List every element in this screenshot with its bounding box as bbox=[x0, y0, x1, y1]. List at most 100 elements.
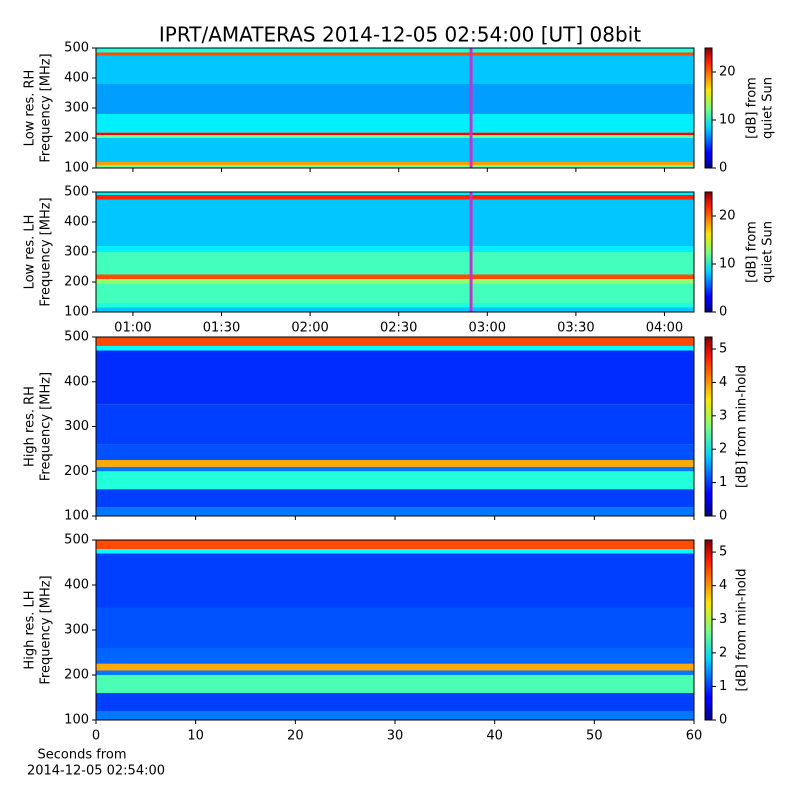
spectrum-band bbox=[96, 507, 694, 516]
spectrum-band bbox=[96, 404, 694, 445]
spectrum-band bbox=[96, 540, 694, 549]
y-axis-label: Low res. LH bbox=[23, 215, 38, 290]
spectrum-band bbox=[96, 138, 694, 162]
spectrum-band bbox=[96, 711, 694, 720]
y-axis-label: High res. RH bbox=[23, 386, 38, 467]
x-tick-label: 01:30 bbox=[203, 321, 240, 336]
y-tick-label: 300 bbox=[64, 623, 89, 638]
y-tick-label: 500 bbox=[64, 330, 89, 345]
spectrum-band bbox=[96, 663, 694, 671]
colorbar-label: [dB] from min-hold bbox=[735, 365, 750, 488]
y-tick-label: 200 bbox=[64, 464, 89, 479]
spectrum-band bbox=[96, 162, 694, 165]
colorbar-tick-label: 0 bbox=[719, 305, 727, 320]
spectrum-band bbox=[96, 489, 694, 508]
colorbar-label: quiet Sun bbox=[761, 221, 776, 283]
colorbar-label: [dB] from min-hold bbox=[735, 568, 750, 691]
y-tick-label: 500 bbox=[64, 185, 89, 200]
spectrum-band bbox=[96, 303, 694, 308]
spectrum-band bbox=[96, 307, 694, 312]
spectrum-band bbox=[96, 670, 694, 675]
x-tick-label: 03:30 bbox=[557, 321, 594, 336]
y-tick-label: 100 bbox=[64, 305, 89, 320]
colorbar bbox=[704, 191, 713, 313]
colorbar-tick-label: 5 bbox=[719, 342, 727, 357]
colorbar-tick-label: 4 bbox=[719, 375, 727, 390]
colorbar-tick-label: 3 bbox=[719, 408, 727, 423]
x-tick-label: 50 bbox=[586, 729, 603, 744]
spectrum-band bbox=[96, 132, 694, 135]
y-tick-label: 400 bbox=[64, 578, 89, 593]
spectrum-band bbox=[96, 283, 694, 303]
x-tick-label: 20 bbox=[287, 729, 304, 744]
spectrum-band bbox=[96, 165, 694, 168]
colorbar-tick-label: 1 bbox=[719, 475, 727, 490]
x-tick-label: 40 bbox=[486, 729, 503, 744]
y-tick-label: 400 bbox=[64, 374, 89, 389]
spectrum-band bbox=[96, 549, 694, 554]
colorbar-tick-label: 10 bbox=[719, 113, 736, 128]
colorbar-tick-label: 0 bbox=[719, 161, 727, 176]
x-tick-label: 0 bbox=[92, 729, 100, 744]
y-tick-label: 400 bbox=[64, 71, 89, 86]
spectrum-band bbox=[96, 553, 694, 608]
spectrum-band bbox=[96, 345, 694, 351]
spectrum-band bbox=[96, 460, 694, 467]
y-tick-label: 200 bbox=[64, 668, 89, 683]
spectrum-band bbox=[96, 84, 694, 114]
colorbar-tick-label: 4 bbox=[719, 578, 727, 593]
spectrum-band bbox=[96, 252, 694, 275]
y-axis-label: Frequency [MHz] bbox=[39, 197, 54, 306]
colorbar-tick-label: 2 bbox=[719, 442, 727, 457]
colorbar-tick-label: 0 bbox=[719, 509, 727, 524]
figure-title: IPRT/AMATERAS 2014-12-05 02:54:00 [UT] 0… bbox=[159, 23, 641, 47]
spectrum-band bbox=[96, 195, 694, 200]
colorbar-label: [dB] from bbox=[745, 221, 760, 283]
x-tick-label: 01:00 bbox=[114, 321, 151, 336]
y-axis-label: High res. LH bbox=[23, 590, 38, 669]
y-tick-label: 100 bbox=[64, 713, 89, 728]
y-tick-label: 500 bbox=[64, 533, 89, 548]
y-tick-label: 300 bbox=[64, 419, 89, 434]
colorbar-tick-label: 20 bbox=[719, 209, 736, 224]
colorbar-label: [dB] from bbox=[745, 77, 760, 139]
spectrum-band bbox=[96, 199, 694, 246]
spectrum-band bbox=[96, 192, 694, 195]
time-cursor bbox=[469, 192, 473, 312]
time-cursor bbox=[469, 48, 473, 168]
spectrum-band bbox=[96, 274, 694, 279]
spectrum-band bbox=[96, 693, 694, 711]
y-axis-label: Frequency [MHz] bbox=[39, 575, 54, 684]
spectrum-band bbox=[96, 52, 694, 56]
y-tick-label: 300 bbox=[64, 101, 89, 116]
colorbar bbox=[704, 47, 713, 169]
colorbar-label: quiet Sun bbox=[761, 77, 776, 139]
colorbar-tick-label: 20 bbox=[719, 65, 736, 80]
spectrum-band bbox=[96, 337, 694, 346]
colorbar-tick-label: 1 bbox=[719, 679, 727, 694]
spectrum-band bbox=[96, 48, 694, 53]
y-tick-label: 500 bbox=[64, 41, 89, 56]
spectrum-band bbox=[96, 444, 694, 461]
spectrum-band bbox=[96, 55, 694, 84]
spectrum-band bbox=[96, 648, 694, 664]
spectrum-band bbox=[96, 350, 694, 405]
colorbar-tick-label: 5 bbox=[719, 545, 727, 560]
x-tick-label: 30 bbox=[387, 729, 404, 744]
spectrum-band bbox=[96, 471, 694, 490]
colorbar-tick-label: 3 bbox=[719, 612, 727, 627]
spectrum-band bbox=[96, 279, 694, 284]
y-tick-label: 100 bbox=[64, 509, 89, 524]
x-tick-label: 03:00 bbox=[469, 321, 506, 336]
y-tick-label: 200 bbox=[64, 275, 89, 290]
spectrum-band bbox=[96, 114, 694, 133]
y-axis-label: Low res. RH bbox=[23, 70, 38, 147]
x-tick-label: 02:00 bbox=[291, 321, 328, 336]
y-tick-label: 200 bbox=[64, 131, 89, 146]
y-tick-label: 400 bbox=[64, 215, 89, 230]
spectrum-band bbox=[96, 135, 694, 138]
colorbar-tick-label: 2 bbox=[719, 645, 727, 660]
y-axis-label: Frequency [MHz] bbox=[39, 53, 54, 162]
x-tick-label: 60 bbox=[686, 729, 703, 744]
